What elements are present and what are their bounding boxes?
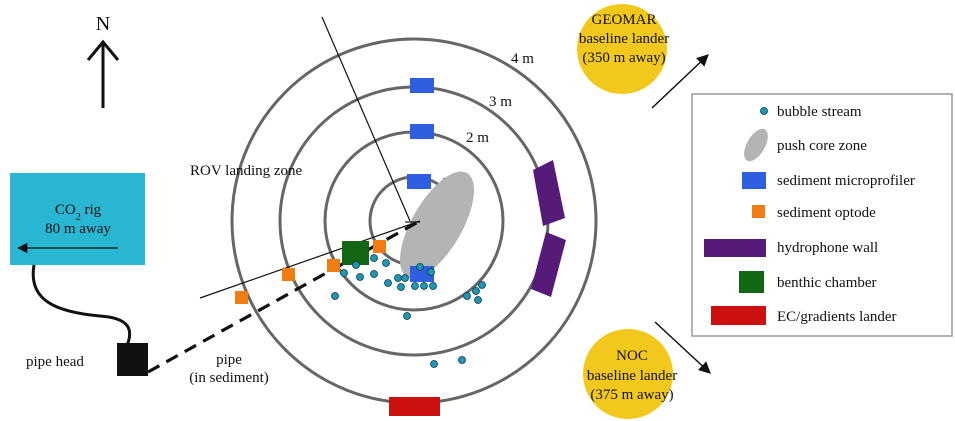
ring-4m-label: 4 m — [511, 51, 534, 67]
noc-arrow — [654, 321, 711, 374]
microprofiler-4m — [410, 78, 434, 93]
legend-bubble-label: bubble stream — [777, 104, 862, 120]
co2-rig-box — [10, 173, 145, 265]
optode-2 — [282, 268, 295, 281]
bubble — [370, 270, 378, 278]
legend: bubble stream push core zone sediment mi… — [691, 93, 953, 337]
microprofiler-3m — [410, 124, 434, 139]
bubble-streams — [331, 254, 486, 368]
geomar-label-line3: (350 m away) — [582, 50, 665, 66]
bubble — [411, 282, 419, 290]
geomar-label-line1: GEOMAR — [591, 12, 656, 28]
bubble — [384, 279, 392, 287]
hydrophone-wall-lower — [531, 232, 566, 297]
legend-hydrophone-label: hydrophone wall — [777, 240, 878, 256]
noc-label-line2: baseline lander — [587, 368, 677, 384]
legend-microprofiler-symbol — [742, 172, 766, 189]
bubble — [472, 287, 480, 295]
ring-2m-label: 2 m — [466, 130, 489, 146]
optode-1 — [235, 291, 248, 304]
rov-landing-line — [321, 16, 411, 222]
bubble — [474, 296, 482, 304]
noc-label-line3: (375 m away) — [590, 387, 673, 403]
legend-benthic-chamber-symbol — [739, 271, 764, 293]
bubble — [370, 254, 378, 262]
benthic-chamber — [342, 241, 369, 265]
pipe-label-line2: (in sediment) — [189, 370, 269, 386]
bubble — [458, 356, 466, 364]
bubble — [429, 282, 437, 290]
bubble — [403, 312, 411, 320]
co2-rig-label-line2: 80 m away — [45, 221, 111, 237]
bubble — [340, 269, 348, 277]
bubble — [382, 259, 390, 267]
co2-rig-label-line1: CO2 rig — [55, 202, 102, 223]
ring-3m-label: 3 m — [489, 94, 512, 110]
bubble — [430, 360, 438, 368]
bubble — [397, 283, 405, 291]
legend-bubble-symbol — [760, 107, 768, 115]
legend-optode-label: sediment optode — [777, 205, 876, 221]
legend-ec-lander-symbol — [711, 306, 766, 325]
bubble — [352, 261, 360, 269]
legend-push-core-label: push core zone — [777, 138, 867, 154]
bubble — [416, 263, 424, 271]
legend-microprofiler-label: sediment microprofiler — [777, 173, 915, 189]
optode-4 — [373, 240, 386, 253]
noc-label-line1: NOC — [616, 348, 648, 364]
bubble — [420, 282, 428, 290]
geomar-lander: GEOMAR baseline lander (350 m away) — [577, 4, 709, 109]
rig-hose — [31, 264, 132, 351]
pipe-head-label: pipe head — [26, 354, 84, 370]
bubble — [394, 274, 402, 282]
legend-push-core-symbol — [744, 128, 768, 162]
legend-hydrophone-symbol — [704, 239, 766, 257]
bubble — [427, 268, 435, 276]
microprofiler-2m — [407, 174, 431, 189]
legend-benthic-chamber-label: benthic chamber — [777, 275, 877, 291]
optode-3 — [327, 259, 340, 272]
bubble — [356, 273, 364, 281]
legend-box — [691, 93, 953, 337]
rov-landing-label: ROV landing zone — [190, 163, 303, 179]
geomar-label-line2: baseline lander — [579, 31, 669, 47]
bubble — [401, 274, 409, 282]
pipe-label-line1: pipe — [216, 352, 242, 368]
transect-line — [199, 220, 421, 299]
noc-lander: NOC baseline lander (375 m away) — [583, 321, 711, 419]
north-label: N — [96, 13, 110, 35]
ec-gradients-lander — [389, 397, 440, 416]
push-core-zone — [400, 171, 474, 279]
bubble — [478, 281, 486, 289]
geomar-lander-circle — [577, 4, 667, 94]
noc-lander-circle — [583, 329, 673, 419]
north-arrow: N — [86, 13, 120, 108]
co2-rig: CO2 rig 80 m away — [10, 173, 145, 265]
hydrophone-wall-upper — [533, 160, 565, 226]
legend-ec-lander-label: EC/gradients lander — [777, 309, 897, 325]
north-arrow-head — [86, 39, 120, 61]
geomar-arrow — [651, 54, 709, 109]
bubble — [331, 292, 339, 300]
legend-optode-symbol — [752, 205, 765, 218]
bubble — [463, 292, 471, 300]
pipe-head — [117, 343, 148, 376]
